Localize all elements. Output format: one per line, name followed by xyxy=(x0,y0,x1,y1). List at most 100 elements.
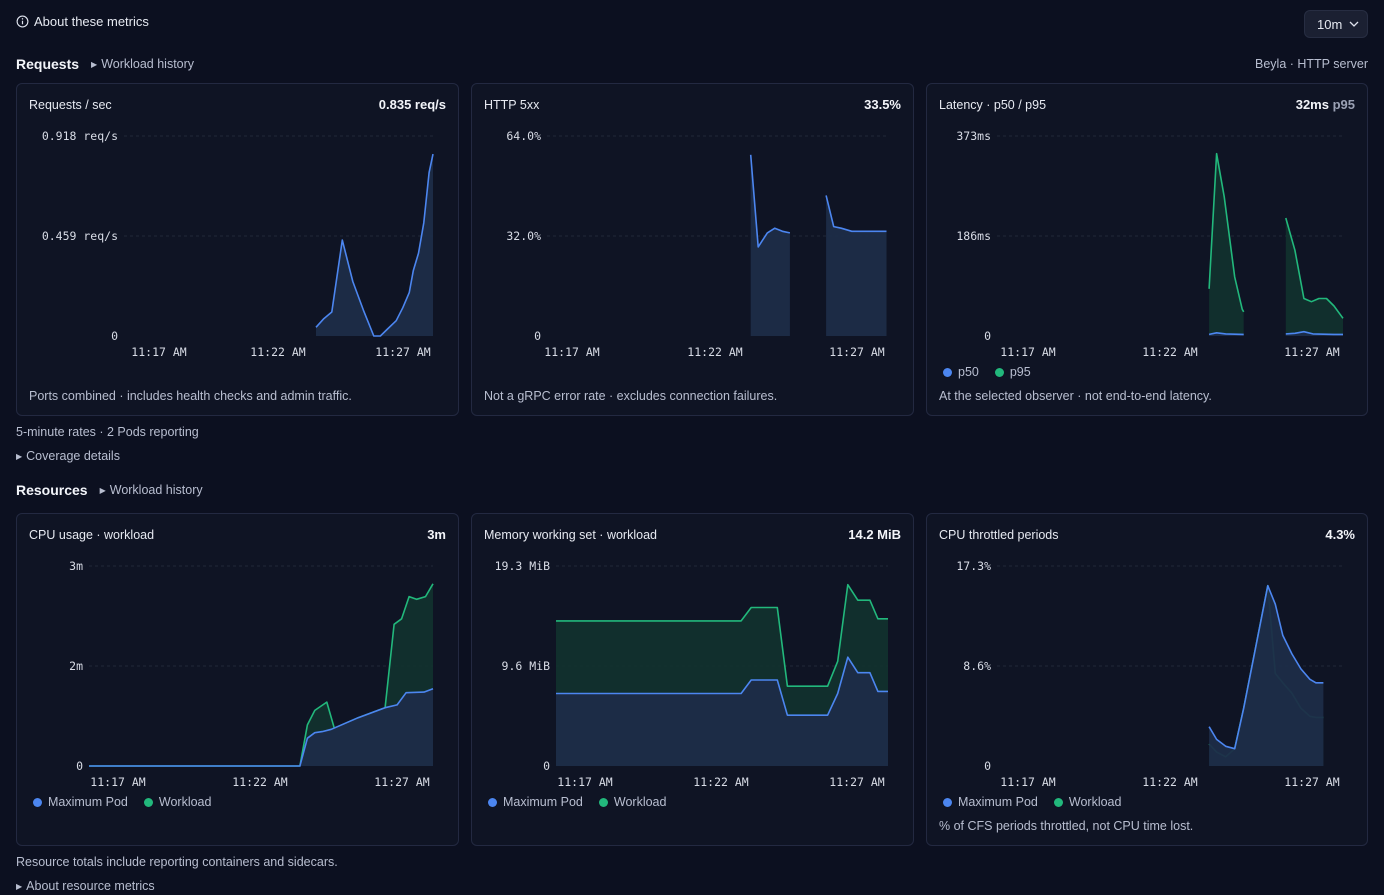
about-resource-metrics-toggle[interactable]: ▶ About resource metrics xyxy=(16,879,155,893)
x-tick-label: 11:17 AM xyxy=(544,345,599,359)
panel-note: Not a gRPC error rate · excludes connect… xyxy=(484,389,778,403)
y-tick-label: 19.3 MiB xyxy=(495,559,550,573)
x-tick-label: 11:22 AM xyxy=(1142,345,1197,359)
y-tick-label: 0.459 req/s xyxy=(42,229,118,243)
x-tick-label: 11:27 AM xyxy=(1284,345,1339,359)
x-tick-label: 11:27 AM xyxy=(374,775,429,789)
y-tick-label: 0 xyxy=(76,759,83,773)
legend-item-maximum-pod[interactable]: Maximum Pod xyxy=(33,795,128,809)
series-line xyxy=(825,195,887,233)
x-tick-label: 11:22 AM xyxy=(232,775,287,789)
panel-note: % of CFS periods throttled, not CPU time… xyxy=(939,819,1194,833)
panel-memory: Memory working set · workload 14.2 MiB 0… xyxy=(471,513,914,846)
x-tick-label: 11:27 AM xyxy=(375,345,430,359)
chevron-down-icon xyxy=(1349,21,1359,27)
panel-value: 0.835 req/s xyxy=(378,97,446,112)
blue-dot-icon xyxy=(943,797,952,807)
green-dot-icon xyxy=(994,367,1004,377)
y-tick-label: 0.918 req/s xyxy=(42,129,118,143)
blue-dot-icon xyxy=(33,797,42,807)
y-tick-label: 0 xyxy=(543,759,550,773)
y-tick-label: 64.0% xyxy=(506,129,541,143)
series-area xyxy=(556,657,888,766)
green-dot-icon xyxy=(598,797,608,807)
about-metrics-label: About these metrics xyxy=(34,14,149,29)
series-area xyxy=(750,154,790,336)
y-tick-label: 3m xyxy=(69,559,83,573)
time-range-select[interactable]: 10m xyxy=(1304,10,1368,38)
cpu-throttled-chart: 0 8.6% 17.3% 11:17 AM 11:22 AM 11:27 AM xyxy=(956,559,1343,789)
triangle-right-icon: ▶ xyxy=(91,59,98,69)
panel-cpu-usage: CPU usage · workload 3m 0 2m 3m 11:17 AM 11:… xyxy=(16,513,459,846)
triangle-right-icon: ▶ xyxy=(99,485,106,495)
x-tick-label: 11:17 AM xyxy=(1000,775,1055,789)
y-tick-label: 0 xyxy=(984,759,991,773)
panel-title: Latency · p50 / p95 xyxy=(939,98,1047,112)
x-tick-label: 11:17 AM xyxy=(1000,345,1055,359)
y-tick-label: 9.6 MiB xyxy=(502,659,551,673)
series-area xyxy=(1209,585,1324,766)
y-tick-label: 32.0% xyxy=(506,229,541,243)
y-tick-label: 17.3% xyxy=(956,559,991,573)
series-area xyxy=(826,195,887,336)
x-tick-label: 11:17 AM xyxy=(131,345,186,359)
panel-value: 14.2 MiB xyxy=(848,527,901,542)
legend-item-maximum-pod[interactable]: Maximum Pod xyxy=(943,795,1038,809)
triangle-right-icon: ▶ xyxy=(16,451,23,461)
legend-item-workload[interactable]: Workload xyxy=(143,795,211,809)
info-icon xyxy=(16,15,29,28)
requests-history-label: Workload history xyxy=(101,57,195,71)
panel-note: At the selected observer · not end-to-en… xyxy=(939,389,1212,403)
panel-title: CPU usage · workload xyxy=(29,528,155,542)
requests-section-header: Requests ▶ Workload history xyxy=(16,56,194,72)
y-tick-label: 186ms xyxy=(956,229,991,243)
blue-dot-icon xyxy=(943,367,952,377)
legend-item-p50[interactable]: p50 xyxy=(943,365,979,379)
y-tick-label: 8.6% xyxy=(963,659,991,673)
requests-chart: 0 0.459 req/s 0.918 req/s 11:17 AM 11:22 AM 1… xyxy=(42,129,434,359)
y-tick-label: 0 xyxy=(111,329,118,343)
resources-totals-note: Resource totals include reporting contai… xyxy=(16,855,338,869)
y-tick-label: 373ms xyxy=(956,129,991,143)
http-5xx-chart: 0 32.0% 64.0% 11:17 AM 11:22 AM 11:27 AM xyxy=(506,129,888,359)
green-dot-icon xyxy=(143,797,153,807)
y-tick-label: 0 xyxy=(984,329,991,343)
resources-history-toggle[interactable]: ▶ Workload history xyxy=(100,483,203,497)
series-line xyxy=(315,153,434,337)
time-range-value: 10m xyxy=(1317,16,1343,32)
legend-item-p95[interactable]: p95 xyxy=(994,365,1031,379)
resources-history-label: Workload history xyxy=(109,483,203,497)
series-line xyxy=(556,656,888,716)
x-tick-label: 11:22 AM xyxy=(687,345,742,359)
requests-history-toggle[interactable]: ▶ Workload history xyxy=(91,57,194,71)
x-tick-label: 11:22 AM xyxy=(693,775,748,789)
y-tick-label: 2m xyxy=(69,659,83,673)
panel-value: 4.3% xyxy=(1325,527,1355,542)
series-line xyxy=(1208,584,1324,750)
legend-item-workload[interactable]: Workload xyxy=(598,795,666,809)
series-line xyxy=(1285,217,1344,319)
series-line xyxy=(89,688,434,767)
legend-item-maximum-pod[interactable]: Maximum Pod xyxy=(488,795,583,809)
blue-dot-icon xyxy=(488,797,497,807)
x-tick-label: 11:17 AM xyxy=(90,775,145,789)
requests-section-title: Requests xyxy=(16,56,80,72)
panel-latency: Latency · p50 / p95 32ms p95 0 186ms 373ms… xyxy=(926,83,1368,416)
about-resource-metrics-label: About resource metrics xyxy=(26,879,155,893)
panel-title: CPU throttled periods xyxy=(939,528,1059,542)
green-dot-icon xyxy=(1053,797,1063,807)
series-line xyxy=(556,583,888,687)
coverage-details-toggle[interactable]: ▶ Coverage details xyxy=(16,449,120,463)
panel-value: 32ms p95 xyxy=(1295,97,1355,112)
source-label: Beyla · HTTP server xyxy=(1255,57,1368,71)
about-metrics-toggle[interactable]: About these metrics xyxy=(16,14,149,29)
y-tick-label: 0 xyxy=(534,329,541,343)
panel-title: Requests / sec xyxy=(29,98,112,112)
memory-chart: 0 9.6 MiB 19.3 MiB 11:17 AM 11:22 AM 11:27 AM xyxy=(495,559,888,789)
series-line xyxy=(1208,332,1244,336)
cpu-usage-chart: 0 2m 3m 11:17 AM 11:22 AM 11:27 AM xyxy=(69,559,434,789)
series-area xyxy=(1209,153,1244,336)
panel-value: 33.5% xyxy=(864,97,901,112)
panel-title: Memory working set · workload xyxy=(484,528,657,542)
legend-item-workload[interactable]: Workload xyxy=(1053,795,1121,809)
